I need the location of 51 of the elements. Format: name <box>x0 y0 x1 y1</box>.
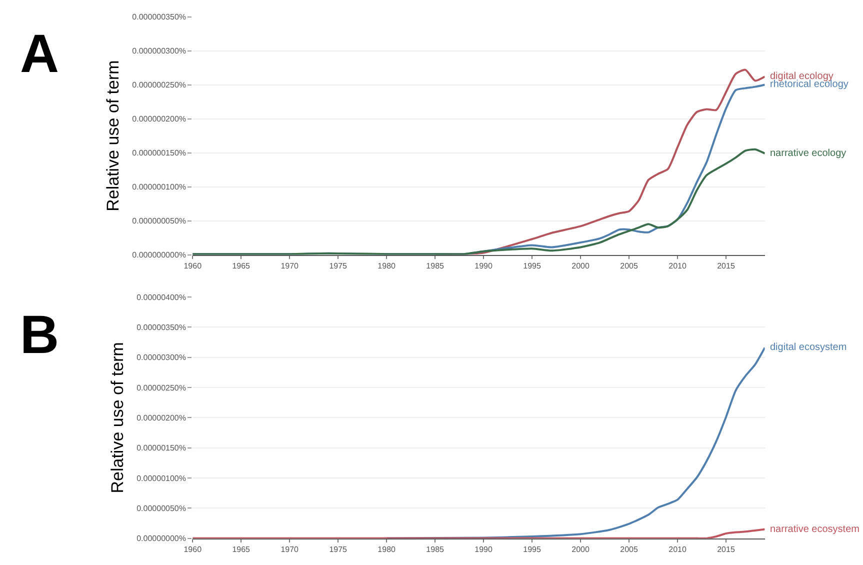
y-tick-label: 0.000000200% <box>132 114 186 124</box>
x-tick-label: 1965 <box>232 544 251 554</box>
y-axis-title: Relative use of term <box>104 60 123 212</box>
x-tick-label: 1990 <box>474 544 493 554</box>
series-label: narrative ecology <box>770 148 846 159</box>
x-tick-label: 1970 <box>280 544 300 554</box>
x-tick-label: 1965 <box>232 261 251 270</box>
series-label: narrative ecosystem <box>770 524 860 535</box>
x-tick-label: 2005 <box>620 261 638 270</box>
y-tick-label: 0.00000200% <box>136 413 186 422</box>
x-tick-label: 2000 <box>572 261 590 270</box>
y-tick-label: 0.000000000% <box>132 250 186 260</box>
x-tick-label: 1985 <box>426 544 445 554</box>
y-tick-label: 0.00000300% <box>136 353 186 362</box>
x-tick-label: 1960 <box>184 544 202 554</box>
x-tick-label: 1985 <box>426 261 445 270</box>
y-tick-label: 0.00000000% <box>136 534 186 544</box>
series-label: digital ecosystem <box>770 342 847 353</box>
y-tick-label: 0.00000250% <box>136 383 186 392</box>
x-tick-label: 1975 <box>329 261 348 270</box>
line-series <box>192 528 765 538</box>
x-tick-label: 1990 <box>474 261 493 270</box>
line-series <box>192 148 765 255</box>
y-tick-label: 0.00000350% <box>136 322 186 332</box>
x-tick-label: 1970 <box>280 261 300 270</box>
x-tick-label: 2010 <box>668 261 687 270</box>
x-tick-label: 1960 <box>184 261 202 270</box>
y-tick-label: 0.000000250% <box>132 80 186 90</box>
x-tick-label: 2000 <box>572 544 590 554</box>
x-tick-label: 2010 <box>668 544 687 554</box>
x-tick-label: 1995 <box>523 544 542 554</box>
y-tick-label: 0.00000100% <box>136 474 186 483</box>
y-tick-label: 0.00000050% <box>136 504 186 513</box>
series-label: rhetorical ecology <box>770 79 848 90</box>
x-tick-label: 1975 <box>329 544 348 554</box>
y-tick-label: 0.000000150% <box>132 148 186 158</box>
x-tick-label: 2005 <box>620 544 638 554</box>
x-tick-label: 2015 <box>717 544 736 554</box>
x-tick-label: 2015 <box>717 261 736 270</box>
x-tick-label: 1980 <box>378 544 396 554</box>
y-tick-label: 0.00000150% <box>136 444 186 453</box>
chart-title: A <box>20 24 59 84</box>
y-tick-label: 0.000000350% <box>132 12 186 22</box>
x-tick-label: 1995 <box>523 261 542 270</box>
y-axis-title: Relative use of term <box>108 342 128 494</box>
y-tick-label: 0.000000050% <box>132 216 186 226</box>
chart-title: B <box>20 305 59 365</box>
x-tick-label: 1980 <box>378 261 396 270</box>
y-tick-label: 0.000000300% <box>132 46 186 56</box>
y-tick-label: 0.00000400% <box>136 292 186 302</box>
y-tick-label: 0.000000100% <box>132 182 186 192</box>
